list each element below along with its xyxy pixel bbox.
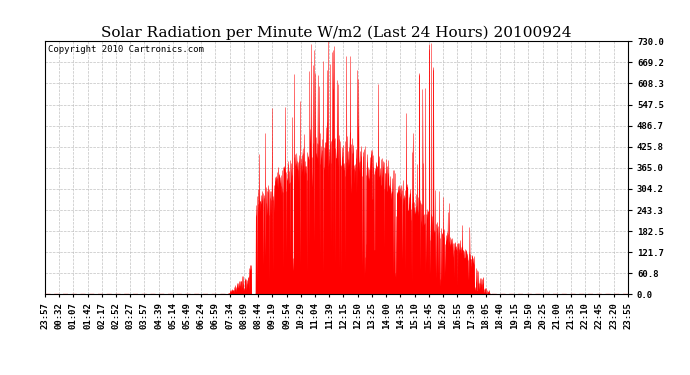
Text: Copyright 2010 Cartronics.com: Copyright 2010 Cartronics.com [48, 45, 204, 54]
Title: Solar Radiation per Minute W/m2 (Last 24 Hours) 20100924: Solar Radiation per Minute W/m2 (Last 24… [101, 26, 571, 40]
